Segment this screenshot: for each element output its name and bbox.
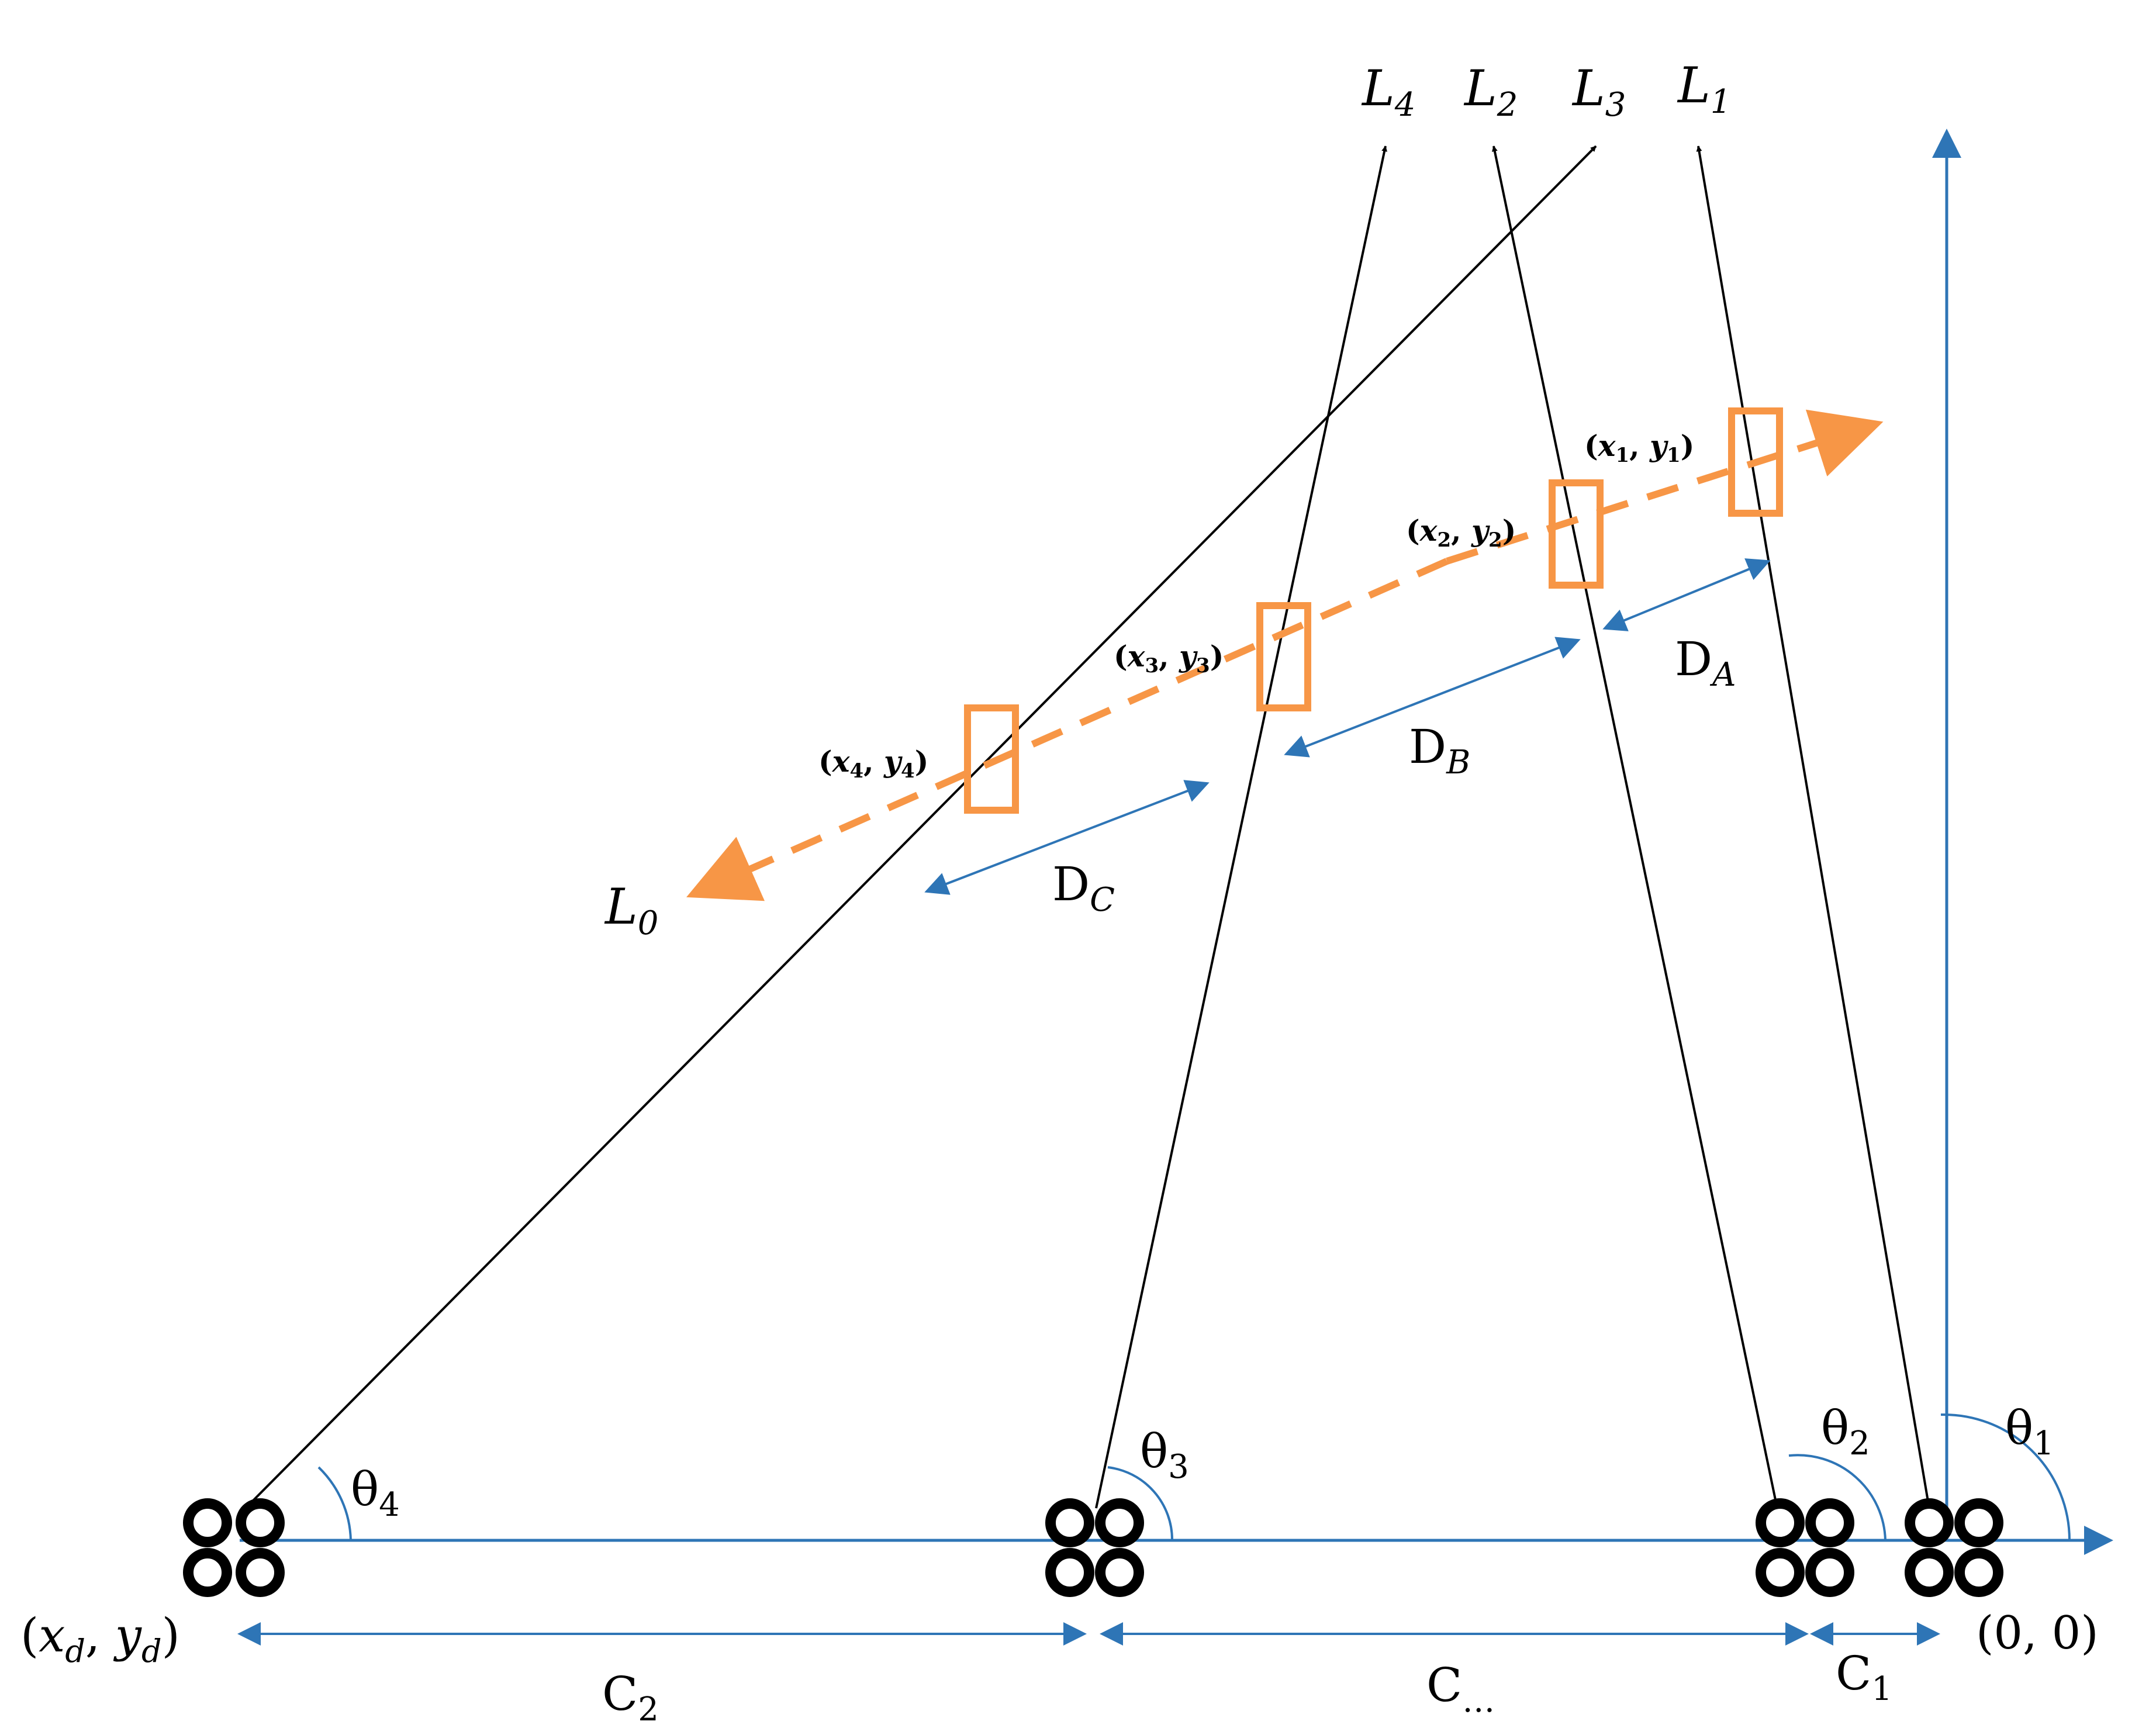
angle-label-t1: θ1 (2005, 1401, 2054, 1463)
line-L0-lower (686, 558, 1449, 901)
spacing-label-Cdots: C… (1426, 1658, 1495, 1720)
intersection-box-1 (1728, 407, 1783, 517)
point-label-1: (x1, y1) (1584, 428, 1694, 467)
intersection-box-2 (1549, 479, 1604, 589)
line-L3 (244, 145, 1597, 1509)
label-L1: L1 (1677, 57, 1731, 121)
angle-label-t4: θ4 (351, 1462, 400, 1524)
angle-label-t2: θ2 (1821, 1401, 1870, 1463)
distance-label-DC: DC (1052, 857, 1115, 919)
label-L3: L3 (1571, 60, 1626, 124)
drone-icon-2 (1756, 1498, 1854, 1597)
line-L2 (1491, 146, 1778, 1509)
drone-icon-d (183, 1498, 285, 1597)
angle-arc-t1 (1940, 1413, 2071, 1541)
distance-arrow-DA (1602, 558, 1771, 631)
spacing-label-C1: C1 (1836, 1646, 1892, 1708)
point-label-2: (x2, y2) (1406, 513, 1516, 552)
label-L4: L4 (1361, 60, 1415, 124)
distance-label-DA: DA (1675, 632, 1736, 694)
line-L1 (1696, 146, 1930, 1509)
angle-arc-t4 (317, 1466, 352, 1541)
distance-label-DB: DB (1409, 720, 1470, 782)
angle-label-t3: θ3 (1140, 1424, 1189, 1486)
angle-arc-t3 (1107, 1466, 1174, 1541)
drone-icon-1 (1905, 1498, 2003, 1597)
origin-label: (0, 0) (1976, 1607, 2099, 1660)
drone-icon-3 (1045, 1498, 1144, 1597)
point-label-4: (x4, y4) (818, 744, 928, 783)
distance-arrow-DC (924, 780, 1210, 895)
line-L4 (1095, 146, 1388, 1509)
distance-arrow-DB (1284, 637, 1581, 758)
drone-coordinate-label: (xd, yd) (20, 1608, 180, 1670)
angle-arc-t2 (1788, 1454, 1887, 1541)
line-L0 (1446, 409, 1884, 565)
label-L0: L0 (604, 878, 658, 942)
point-label-3: (x3, y3) (1114, 639, 1224, 678)
spacing-label-C2: C2 (602, 1667, 659, 1729)
label-L2: L2 (1463, 60, 1518, 124)
